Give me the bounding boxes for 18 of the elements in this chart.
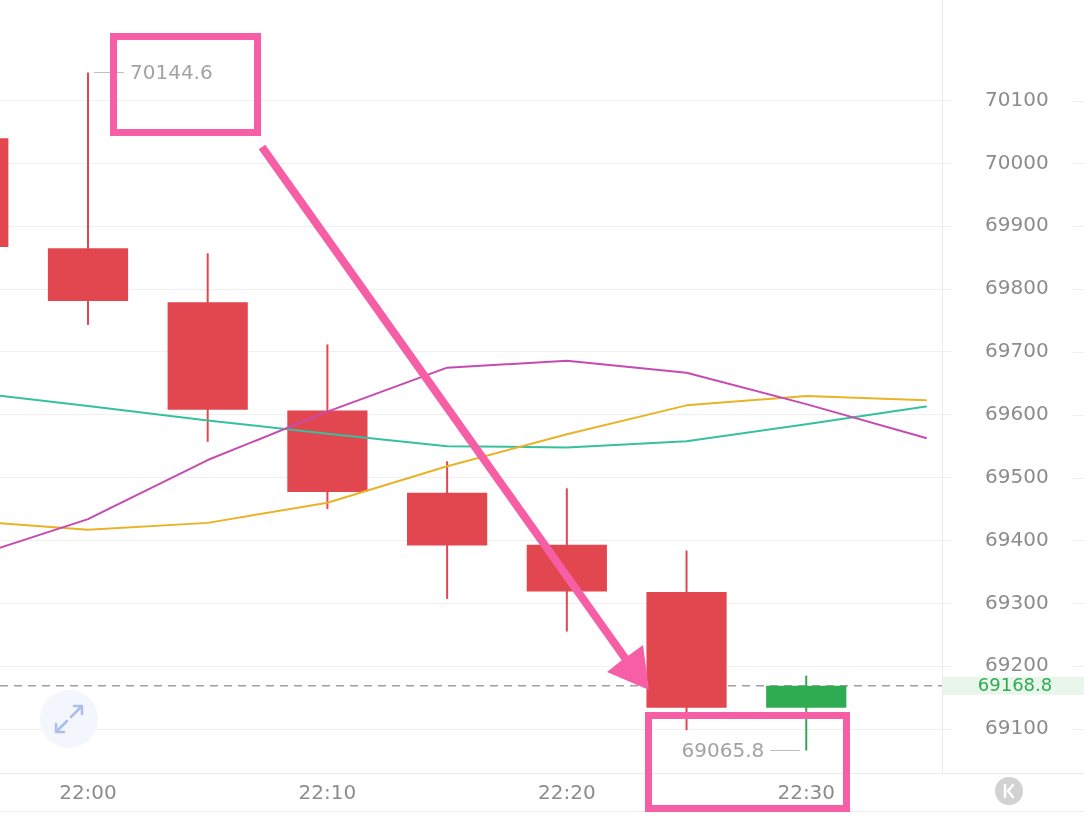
x-tick-label: 22:10 [298,780,357,805]
y-tick-label: 70000 [985,149,1049,174]
x-tick-label: 22:20 [538,780,596,805]
y-tick-label: 69400 [985,526,1049,551]
y-tick-label: 70100 [985,86,1049,111]
y-tick-label: 69700 [985,338,1049,363]
y-tick-label: 69200 [985,652,1049,677]
annotation: 69065.8 [681,737,765,762]
y-tick-label: 69500 [985,463,1049,488]
y-tick-label: 69100 [985,715,1049,740]
ref-line-label: 69168.8 [977,674,1053,696]
y-tick-label: 69900 [985,212,1049,237]
y-tick-label: 69300 [985,589,1049,614]
x-tick-label: 22:00 [59,780,117,805]
y-tick-label: 69800 [985,275,1049,300]
x-tick-label: 22:30 [777,780,836,805]
y-tick-label: 69600 [985,400,1049,425]
annotation: 70144.6 [129,59,213,84]
